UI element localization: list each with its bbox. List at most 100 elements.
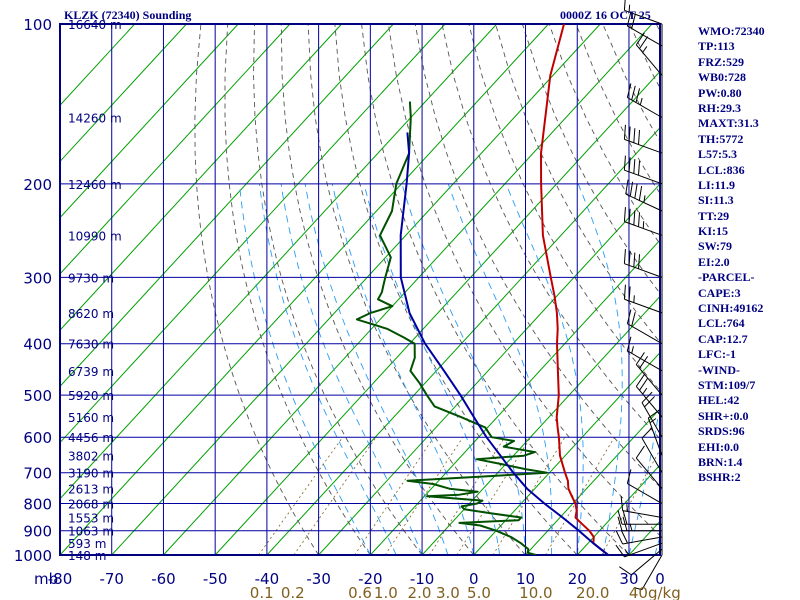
index-line: WB0:728 bbox=[698, 70, 746, 85]
mixing-ratio-line bbox=[384, 436, 464, 555]
isotherm-line bbox=[473, 351, 660, 555]
dry-adiabat-line bbox=[280, 24, 475, 555]
index-line: EHI:0.0 bbox=[698, 439, 740, 454]
index-line: HEL:42 bbox=[698, 393, 740, 408]
height-label: 14260 m bbox=[68, 112, 122, 126]
index-line: SI:11.3 bbox=[698, 193, 734, 208]
mixing-ratio-label: 2.0 bbox=[408, 584, 432, 600]
moist-adiabat-line bbox=[628, 183, 660, 555]
index-line: LCL:764 bbox=[698, 316, 745, 331]
moist-adiabat-line bbox=[577, 183, 623, 555]
isotherm-line bbox=[60, 24, 446, 444]
temperature-tick-label: -50 bbox=[203, 570, 228, 588]
height-label: 6739 m bbox=[68, 365, 114, 379]
index-line: BRN:1.4 bbox=[698, 454, 743, 469]
mixing-ratio-label: 10.0 bbox=[519, 584, 552, 600]
wind-barb bbox=[626, 83, 663, 118]
index-line: BSHR:2 bbox=[698, 470, 741, 485]
index-line: PW:0.80 bbox=[698, 85, 742, 100]
temperature-tick-label: 0 bbox=[469, 570, 479, 588]
temperature-tick-label: -80 bbox=[48, 570, 73, 588]
index-line: TH:5772 bbox=[698, 131, 744, 146]
wind-barb bbox=[635, 374, 663, 418]
index-line: WMO:72340 bbox=[698, 24, 765, 38]
index-line: KI:15 bbox=[698, 224, 728, 239]
isotherm-line bbox=[60, 24, 187, 163]
index-line: CINH:49162 bbox=[698, 301, 764, 316]
index-line: LI:11.9 bbox=[698, 177, 736, 192]
temperature-tick-label: 0 bbox=[655, 570, 665, 588]
moist-adiabat-line bbox=[280, 183, 423, 555]
height-label: 12460 m bbox=[68, 178, 122, 192]
wind-barb bbox=[626, 11, 663, 47]
index-line: -WIND- bbox=[698, 362, 740, 377]
isotherm-line bbox=[576, 464, 660, 555]
isotherm-line bbox=[318, 183, 660, 555]
index-line: CAP:12.7 bbox=[698, 331, 748, 346]
moist-adiabat-line bbox=[331, 183, 475, 555]
pressure-tick-label: 400 bbox=[23, 336, 52, 354]
height-label: 9730 m bbox=[68, 271, 114, 285]
mixing-ratio-label: 3.0 bbox=[436, 584, 460, 600]
dry-adiabat-line bbox=[468, 24, 660, 392]
isotherm-line bbox=[60, 24, 291, 275]
mixing-ratio-label: 0.2 bbox=[281, 584, 305, 600]
dry-adiabat-line bbox=[194, 24, 319, 555]
isotherm-line bbox=[60, 24, 498, 500]
height-label: 3802 m bbox=[68, 450, 114, 464]
height-label: 1553 m bbox=[68, 512, 114, 526]
temperature-tick-label: -30 bbox=[306, 570, 331, 588]
pressure-tick-label: 600 bbox=[23, 429, 52, 447]
index-line: L57:5.3 bbox=[698, 147, 737, 162]
temperature-profile-line bbox=[540, 24, 609, 555]
temperature-tick-label: -20 bbox=[358, 570, 383, 588]
wind-barb bbox=[619, 548, 663, 576]
wind-barb bbox=[623, 0, 663, 25]
index-line: CAPE:3 bbox=[698, 285, 741, 300]
mixing-ratio-label: 1.0 bbox=[374, 584, 398, 600]
index-line: TT:29 bbox=[698, 208, 730, 223]
index-line: FRZ:529 bbox=[698, 54, 744, 69]
sounding-datetime: 0000Z 16 OCT 25 bbox=[560, 8, 651, 22]
height-label: 10990 m bbox=[68, 229, 122, 243]
wind-barb bbox=[617, 510, 662, 525]
mixing-ratio-line bbox=[258, 436, 344, 555]
temperature-tick-label: -10 bbox=[410, 570, 435, 588]
dry-adiabat-line bbox=[334, 24, 578, 555]
wind-barb bbox=[615, 542, 663, 558]
dry-adiabat-line bbox=[387, 24, 660, 537]
wind-barb bbox=[641, 427, 663, 473]
dewpoint-profile-line bbox=[355, 101, 548, 555]
wind-barb bbox=[626, 469, 663, 504]
temperature-tick-label: -60 bbox=[151, 570, 176, 588]
temperature-tick-label: 10 bbox=[516, 570, 535, 588]
height-label: 148 m bbox=[68, 549, 106, 563]
wind-barb bbox=[635, 445, 663, 489]
index-line: EI:2.0 bbox=[698, 254, 730, 269]
dry-adiabat-line bbox=[441, 24, 660, 440]
index-line: MAXT:31.3 bbox=[698, 116, 759, 131]
wind-barb bbox=[623, 155, 663, 185]
moist-adiabat-line bbox=[258, 183, 397, 555]
isotherm-line bbox=[266, 126, 660, 555]
mixing-ratio-label: 0.6 bbox=[348, 584, 372, 600]
mixing-ratio-line bbox=[456, 436, 532, 555]
isotherm-line bbox=[369, 239, 660, 555]
isotherm-line bbox=[525, 408, 660, 555]
wind-barb bbox=[635, 32, 663, 76]
index-line: LFC:-1 bbox=[698, 347, 736, 362]
index-line: STM:109/7 bbox=[698, 377, 756, 392]
wind-barb bbox=[623, 249, 663, 278]
mixing-ratio-label: 0.1 bbox=[250, 584, 274, 600]
dry-adiabat-line bbox=[575, 24, 660, 195]
height-label: 5160 m bbox=[68, 411, 114, 425]
wind-barb bbox=[623, 207, 663, 236]
height-label: 1063 m bbox=[68, 525, 114, 539]
pressure-tick-label: 100 bbox=[23, 16, 52, 34]
index-line: TP:113 bbox=[698, 39, 735, 54]
height-label: 7630 m bbox=[68, 338, 114, 352]
mixing-ratio-label: 5.0 bbox=[467, 584, 491, 600]
height-label: 2068 m bbox=[68, 498, 114, 512]
height-label: 593 m bbox=[68, 537, 106, 551]
height-label: 2613 m bbox=[68, 483, 114, 497]
